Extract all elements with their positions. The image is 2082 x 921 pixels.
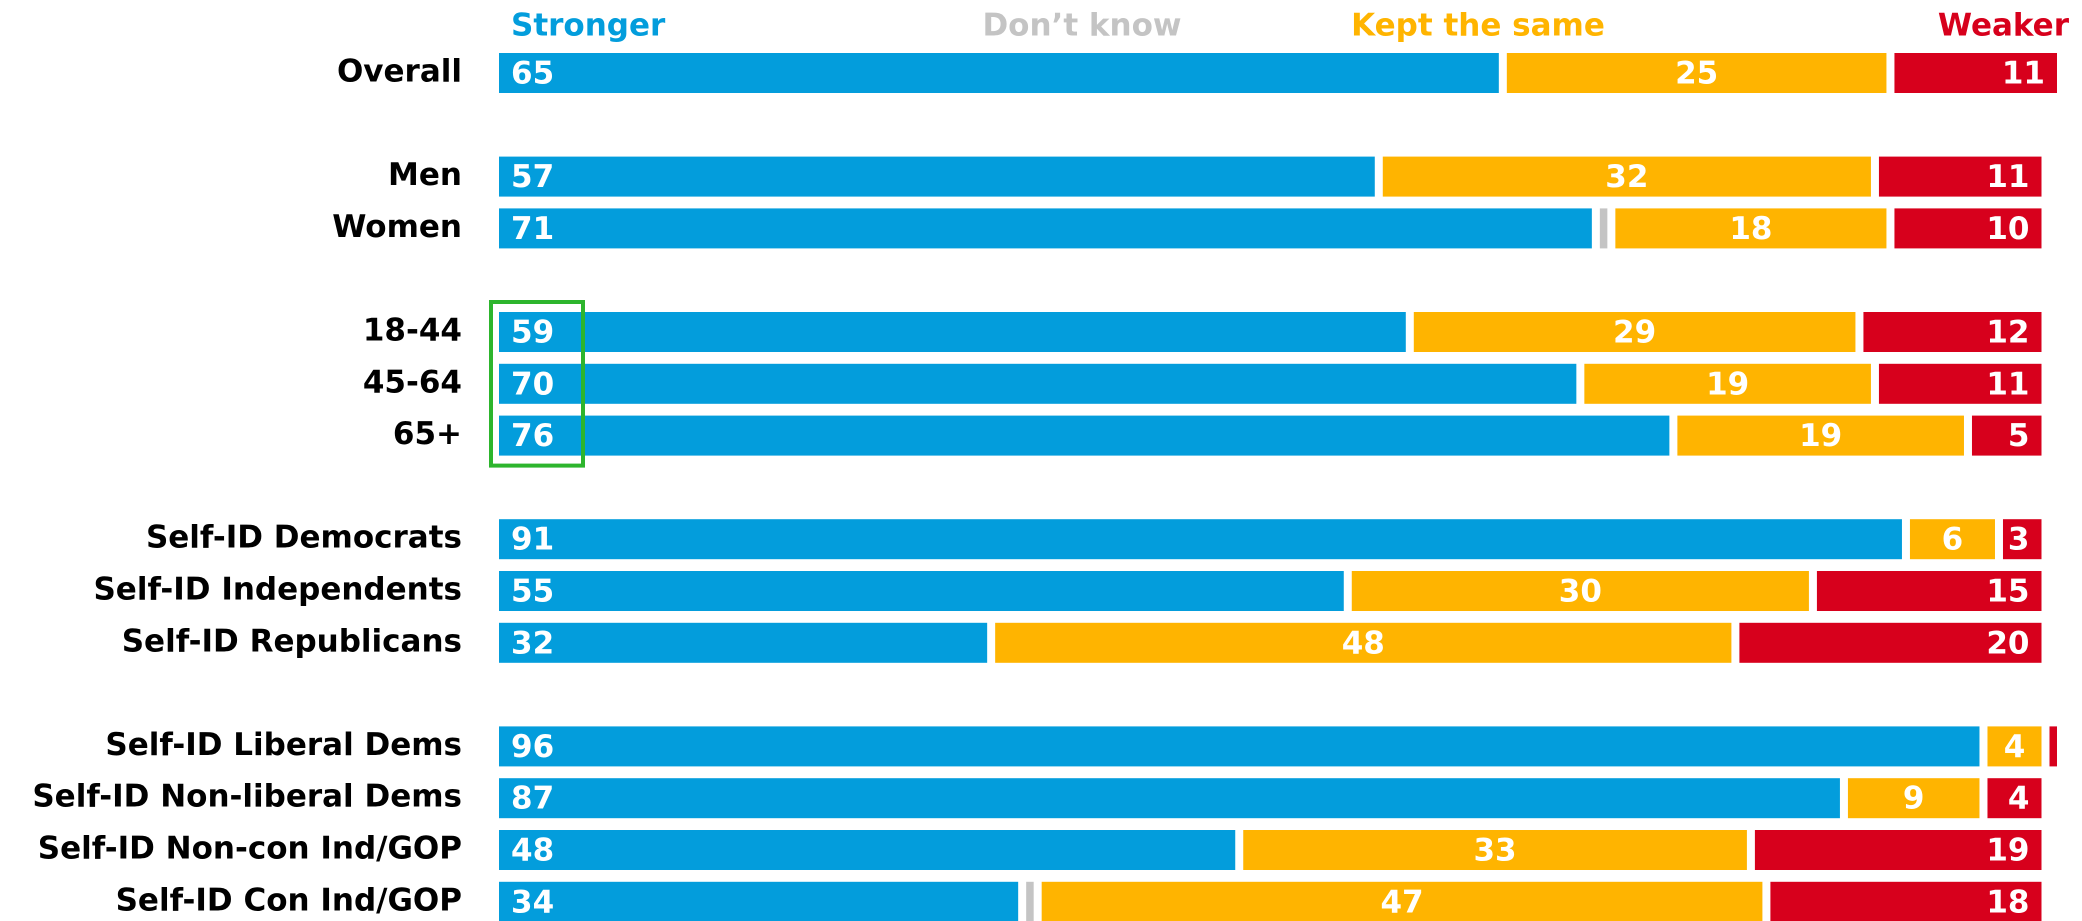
value-label: 18 — [1986, 884, 2029, 920]
bar-segment — [1987, 726, 2042, 767]
bar-segment — [1770, 881, 2042, 921]
value-label: 18 — [1729, 211, 1772, 247]
value-label: 25 — [1675, 56, 1718, 92]
bar-segment — [1816, 571, 2042, 611]
bar-segment — [499, 53, 1499, 93]
bar-segment — [499, 622, 988, 663]
category-label: Overall — [337, 54, 462, 90]
category-label: Self-ID Liberal Dems — [105, 727, 462, 763]
value-label: 11 — [1986, 159, 2029, 195]
bar-segment — [1599, 208, 1608, 249]
bar-segment — [1863, 312, 2042, 352]
category-label: 18-44 — [363, 313, 462, 349]
bar-segment — [499, 881, 1019, 921]
category-label: Self-ID Republicans — [122, 623, 462, 659]
category-label: Self-ID Independents — [93, 572, 462, 608]
legend-label: Don’t know — [982, 8, 1181, 44]
value-label: 10 — [1986, 211, 2029, 247]
category-label: 65+ — [393, 416, 462, 452]
bar-segment — [1382, 156, 1871, 197]
value-label: 70 — [511, 366, 554, 402]
value-label: 47 — [1380, 884, 1423, 920]
bar-segment — [499, 208, 1592, 249]
value-label: 30 — [1559, 574, 1602, 610]
legend-label: Stronger — [511, 8, 666, 44]
value-label: 87 — [511, 781, 554, 817]
value-label: 96 — [511, 729, 554, 765]
bar-segment — [1739, 622, 2042, 663]
bar-segment — [499, 363, 1577, 404]
bar-segment — [499, 312, 1406, 352]
bar-segment — [1878, 156, 2042, 197]
bar-segment — [1909, 519, 1995, 560]
category-label: 45-64 — [363, 364, 462, 400]
bar-segment — [1041, 881, 1763, 921]
bar-segment — [499, 415, 1670, 456]
bar-segment — [1987, 778, 2042, 819]
value-label: 4 — [2004, 729, 2026, 765]
bar-segment — [499, 778, 1840, 819]
category-label: Men — [388, 157, 462, 193]
bar-segment — [1584, 363, 1871, 404]
value-label: 71 — [511, 211, 554, 247]
value-label: 5 — [2008, 418, 2030, 454]
value-label: 34 — [511, 884, 554, 920]
value-label: 91 — [511, 522, 554, 558]
value-label: 19 — [1986, 833, 2029, 869]
bar-segment — [1878, 363, 2042, 404]
bar-segment — [499, 156, 1375, 197]
value-label: 55 — [511, 574, 554, 610]
value-label: 48 — [511, 833, 554, 869]
bar-segment — [1243, 830, 1747, 870]
bar-segment — [1971, 415, 2042, 456]
bar-segment — [1754, 830, 2042, 870]
bar-segment — [499, 571, 1344, 611]
category-label: Self-ID Con Ind/GOP — [116, 882, 462, 918]
bar-segment — [1413, 312, 1856, 352]
bar-segment — [1894, 53, 2057, 93]
value-label: 20 — [1986, 625, 2029, 661]
value-label: 6 — [1942, 522, 1964, 558]
value-label: 29 — [1613, 315, 1656, 351]
value-label: 65 — [511, 56, 554, 92]
value-label: 12 — [1986, 315, 2029, 351]
bar-segment — [1615, 208, 1887, 249]
legend-label: Weaker — [1938, 8, 2070, 44]
bar-segment — [1847, 778, 1980, 819]
category-label: Self-ID Non-liberal Dems — [32, 779, 462, 815]
value-label: 3 — [2008, 522, 2030, 558]
bar-segment — [995, 622, 1732, 663]
bar-segment — [2002, 519, 2042, 560]
bar-segment — [1351, 571, 1809, 611]
value-label: 19 — [1799, 418, 1842, 454]
bar-segment — [1677, 415, 1964, 456]
value-label: 11 — [2002, 56, 2045, 92]
value-label: 33 — [1473, 833, 1516, 869]
value-label: 19 — [1706, 366, 1749, 402]
value-label: 9 — [1903, 781, 1925, 817]
value-label: 32 — [511, 625, 554, 661]
bar-segment — [1026, 881, 1034, 921]
legend-label: Kept the same — [1351, 8, 1605, 44]
bar-segment — [1506, 53, 1887, 93]
category-label: Women — [332, 209, 462, 245]
category-label: Self-ID Non-con Ind/GOP — [38, 831, 462, 867]
bar-segment — [499, 830, 1236, 870]
value-label: 4 — [2008, 781, 2030, 817]
bar-segment — [499, 726, 1980, 767]
bar-segment — [499, 519, 1902, 560]
value-label: 57 — [511, 159, 554, 195]
bar-segment — [2049, 726, 2057, 767]
value-label: 59 — [511, 315, 554, 351]
value-label: 76 — [511, 418, 554, 454]
value-label: 48 — [1342, 625, 1385, 661]
value-label: 11 — [1986, 366, 2029, 402]
category-label: Self-ID Democrats — [146, 520, 462, 556]
value-label: 32 — [1605, 159, 1648, 195]
bar-segment — [1894, 208, 2042, 249]
value-label: 15 — [1986, 574, 2029, 610]
highlight-box — [489, 300, 585, 468]
